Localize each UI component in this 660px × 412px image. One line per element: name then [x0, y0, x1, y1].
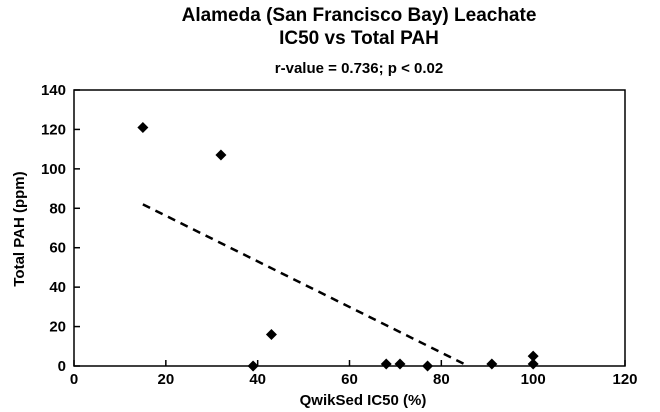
x-tick-label: 60	[341, 371, 358, 388]
x-axis-label: QwikSed IC50 (%)	[300, 392, 427, 409]
data-point	[265, 328, 277, 340]
data-point	[527, 358, 539, 370]
x-tick-label: 40	[249, 371, 266, 388]
plot-axes	[73, 89, 626, 367]
trendline-group	[142, 203, 465, 366]
x-axis-ticks: 0 20 40 60 80 100 120	[70, 360, 638, 388]
y-tick-label: 60	[49, 240, 66, 257]
y-tick-label: 40	[49, 279, 66, 296]
data-points	[137, 121, 539, 372]
y-axis-label: Total PAH (ppm)	[11, 171, 28, 286]
data-point	[486, 358, 498, 370]
y-tick-label: 100	[41, 161, 66, 178]
trendline	[142, 203, 465, 366]
y-tick-label: 0	[58, 358, 66, 375]
y-axis-ticks: 0 20 40 60 80 100 120 140	[41, 82, 80, 375]
x-tick-label: 80	[433, 371, 450, 388]
y-tick-label: 120	[41, 121, 66, 138]
data-point	[215, 149, 227, 161]
chart-subtitle: r-value = 0.736; p < 0.02	[275, 60, 443, 77]
x-tick-label: 100	[521, 371, 546, 388]
chart-title-line-1: Alameda (San Francisco Bay) Leachate	[182, 5, 537, 26]
data-point	[380, 358, 392, 370]
x-tick-label: 0	[70, 371, 78, 388]
x-tick-label: 20	[157, 371, 174, 388]
data-point	[137, 121, 149, 133]
data-point	[527, 350, 539, 362]
y-tick-label: 20	[49, 319, 66, 336]
y-tick-label: 80	[49, 200, 66, 217]
plot-frame	[73, 89, 626, 367]
data-point	[422, 360, 434, 372]
x-tick-label: 120	[612, 371, 637, 388]
data-point	[394, 358, 406, 370]
chart-title-line-2: IC50 vs Total PAH	[279, 28, 439, 49]
data-point	[247, 360, 259, 372]
y-tick-label: 140	[41, 82, 66, 99]
